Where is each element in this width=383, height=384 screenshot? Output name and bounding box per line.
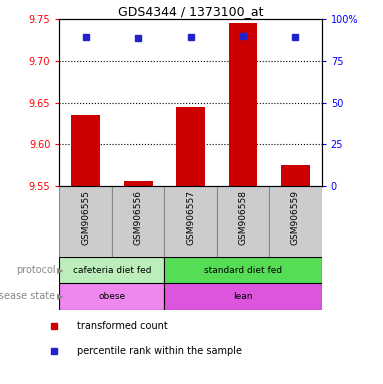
Bar xyxy=(217,186,269,257)
Bar xyxy=(229,23,257,186)
Text: protocol: protocol xyxy=(16,265,56,275)
Text: lean: lean xyxy=(233,292,253,301)
Title: GDS4344 / 1373100_at: GDS4344 / 1373100_at xyxy=(118,5,263,18)
Bar xyxy=(124,181,152,186)
Text: GSM906557: GSM906557 xyxy=(186,190,195,245)
Text: obese: obese xyxy=(98,292,125,301)
Text: transformed count: transformed count xyxy=(77,321,167,331)
Bar xyxy=(71,115,100,186)
Text: percentile rank within the sample: percentile rank within the sample xyxy=(77,346,242,356)
Bar xyxy=(59,257,164,283)
Text: GSM906556: GSM906556 xyxy=(134,190,142,245)
Bar xyxy=(176,107,205,186)
Text: standard diet fed: standard diet fed xyxy=(204,266,282,275)
Bar xyxy=(164,257,322,283)
Bar xyxy=(59,186,112,257)
Text: cafeteria diet fed: cafeteria diet fed xyxy=(73,266,151,275)
Text: ▶: ▶ xyxy=(57,266,64,275)
Bar xyxy=(112,186,164,257)
Bar xyxy=(281,166,310,186)
Bar xyxy=(269,186,322,257)
Text: GSM906555: GSM906555 xyxy=(81,190,90,245)
Text: disease state: disease state xyxy=(0,291,56,301)
Text: GSM906559: GSM906559 xyxy=(291,190,300,245)
Text: GSM906558: GSM906558 xyxy=(239,190,247,245)
Bar xyxy=(164,283,322,310)
Text: ▶: ▶ xyxy=(57,292,64,301)
Bar xyxy=(59,283,164,310)
Bar xyxy=(164,186,217,257)
